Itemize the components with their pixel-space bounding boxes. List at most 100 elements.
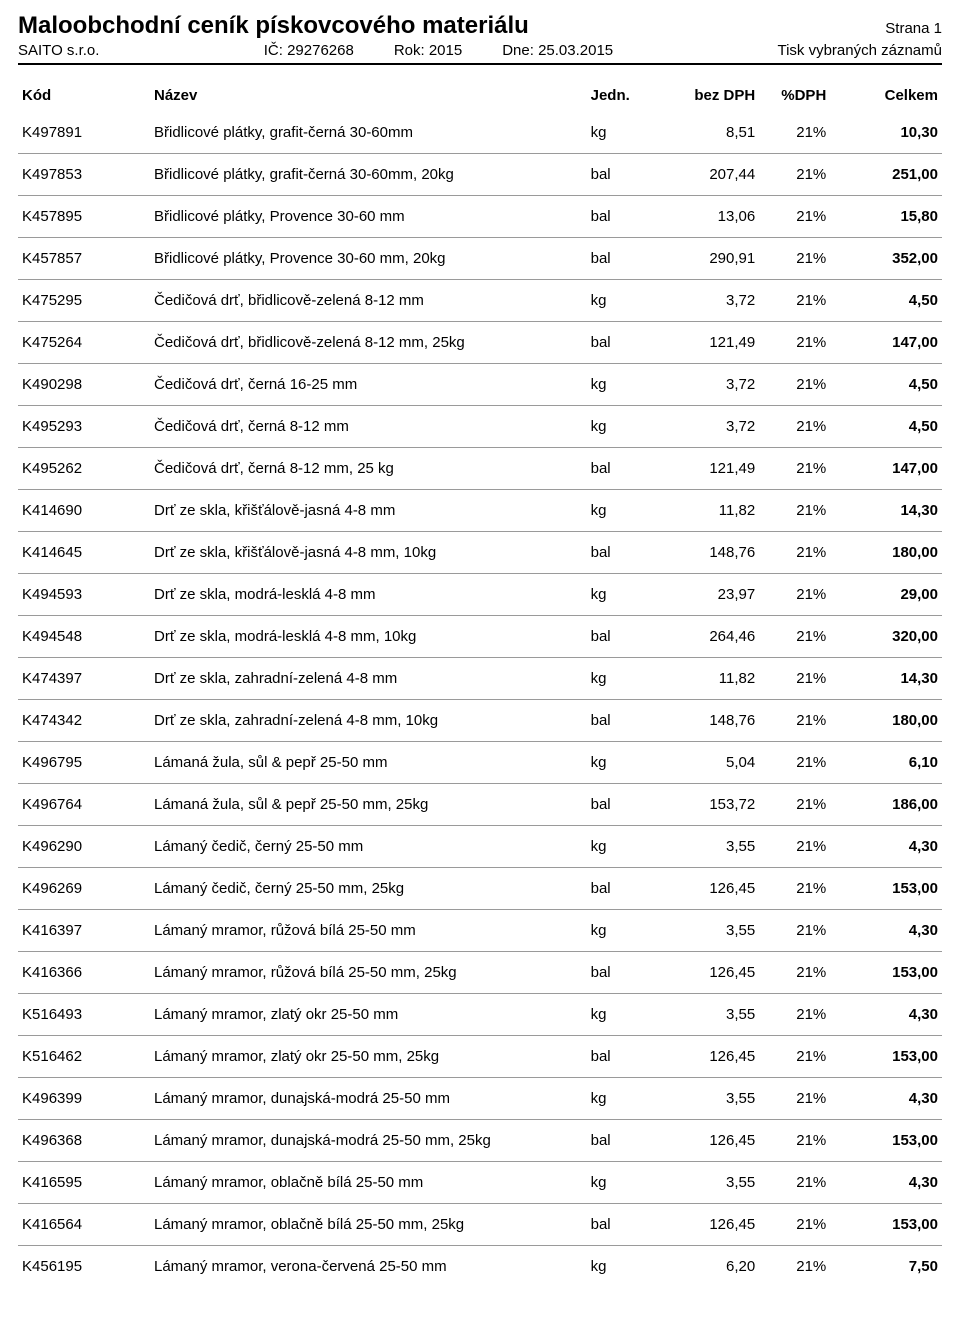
table-row: K495262Čedičová drť, černá 8-12 mm, 25 k… [18,448,942,490]
table-row: K416366Lámaný mramor, růžová bílá 25-50 … [18,952,942,994]
cell-jedn: kg [587,364,648,406]
table-body: K497891Břidlicové plátky, grafit-černá 3… [18,112,942,1287]
cell-nazev: Čedičová drť, černá 8-12 mm [150,406,587,448]
cell-bez: 126,45 [648,868,760,910]
cell-jedn: bal [587,448,648,490]
cell-kod: K456195 [18,1246,150,1288]
cell-nazev: Lámaný mramor, dunajská-modrá 25-50 mm, … [150,1120,587,1162]
cell-kod: K416397 [18,910,150,952]
cell-bez: 3,55 [648,826,760,868]
cell-bez: 126,45 [648,1120,760,1162]
cell-dph: 21% [759,658,830,700]
col-header-bez: bez DPH [648,77,760,112]
cell-kod: K496399 [18,1078,150,1120]
table-row: K496764Lámaná žula, sůl & pepř 25-50 mm,… [18,784,942,826]
cell-jedn: kg [587,658,648,700]
cell-nazev: Břidlicové plátky, Provence 30-60 mm [150,196,587,238]
cell-nazev: Lámaný mramor, zlatý okr 25-50 mm, 25kg [150,1036,587,1078]
cell-kod: K475264 [18,322,150,364]
cell-bez: 207,44 [648,154,760,196]
col-header-celkem: Celkem [830,77,942,112]
cell-celkem: 251,00 [830,154,942,196]
cell-bez: 3,72 [648,364,760,406]
cell-celkem: 14,30 [830,658,942,700]
cell-celkem: 14,30 [830,490,942,532]
cell-dph: 21% [759,616,830,658]
cell-kod: K495262 [18,448,150,490]
cell-kod: K494548 [18,616,150,658]
company-name: SAITO s.r.o. [18,42,99,59]
cell-dph: 21% [759,994,830,1036]
cell-jedn: kg [587,742,648,784]
cell-dph: 21% [759,868,830,910]
table-row: K416564Lámaný mramor, oblačně bílá 25-50… [18,1204,942,1246]
cell-bez: 3,55 [648,994,760,1036]
table-row: K474397Drť ze skla, zahradní-zelená 4-8 … [18,658,942,700]
cell-bez: 3,72 [648,406,760,448]
cell-dph: 21% [759,196,830,238]
table-row: K496290Lámaný čedič, černý 25-50 mmkg3,5… [18,826,942,868]
table-row: K414690Drť ze skla, křišťálově-jasná 4-8… [18,490,942,532]
cell-dph: 21% [759,1162,830,1204]
cell-nazev: Čedičová drť, břidlicově-zelená 8-12 mm [150,280,587,322]
cell-bez: 148,76 [648,532,760,574]
cell-jedn: kg [587,574,648,616]
page: Maloobchodní ceník pískovcového materiál… [0,0,960,1307]
cell-nazev: Břidlicové plátky, grafit-černá 30-60mm,… [150,154,587,196]
cell-bez: 148,76 [648,700,760,742]
col-header-dph: %DPH [759,77,830,112]
cell-dph: 21% [759,532,830,574]
cell-jedn: bal [587,154,648,196]
cell-dph: 21% [759,826,830,868]
cell-celkem: 4,30 [830,994,942,1036]
cell-kod: K414645 [18,532,150,574]
cell-celkem: 153,00 [830,1120,942,1162]
cell-dph: 21% [759,700,830,742]
cell-nazev: Čedičová drť, břidlicově-zelená 8-12 mm,… [150,322,587,364]
cell-kod: K496269 [18,868,150,910]
cell-jedn: kg [587,112,648,154]
cell-dph: 21% [759,364,830,406]
cell-celkem: 153,00 [830,1036,942,1078]
cell-kod: K416366 [18,952,150,994]
cell-jedn: bal [587,784,648,826]
cell-nazev: Lámaný mramor, růžová bílá 25-50 mm [150,910,587,952]
date-label: Dne: 25.03.2015 [502,42,613,59]
table-row: K475295Čedičová drť, břidlicově-zelená 8… [18,280,942,322]
price-table: Kód Název Jedn. bez DPH %DPH Celkem K497… [18,77,942,1287]
cell-dph: 21% [759,1204,830,1246]
table-row: K496368Lámaný mramor, dunajská-modrá 25-… [18,1120,942,1162]
cell-jedn: kg [587,490,648,532]
cell-celkem: 15,80 [830,196,942,238]
table-row: K496269Lámaný čedič, černý 25-50 mm, 25k… [18,868,942,910]
cell-kod: K416595 [18,1162,150,1204]
cell-dph: 21% [759,322,830,364]
cell-celkem: 4,30 [830,1162,942,1204]
cell-dph: 21% [759,1036,830,1078]
cell-celkem: 7,50 [830,1246,942,1288]
cell-jedn: bal [587,1120,648,1162]
cell-nazev: Drť ze skla, křišťálově-jasná 4-8 mm [150,490,587,532]
table-row: K496795Lámaná žula, sůl & pepř 25-50 mmk… [18,742,942,784]
cell-jedn: bal [587,196,648,238]
cell-celkem: 29,00 [830,574,942,616]
table-row: K495293Čedičová drť, černá 8-12 mmkg3,72… [18,406,942,448]
cell-dph: 21% [759,910,830,952]
cell-celkem: 180,00 [830,700,942,742]
cell-kod: K494593 [18,574,150,616]
cell-kod: K497891 [18,112,150,154]
cell-jedn: kg [587,280,648,322]
header-rule [18,63,942,65]
cell-kod: K496368 [18,1120,150,1162]
cell-celkem: 180,00 [830,532,942,574]
table-row: K497891Břidlicové plátky, grafit-černá 3… [18,112,942,154]
cell-nazev: Drť ze skla, modrá-lesklá 4-8 mm [150,574,587,616]
table-row: K490298Čedičová drť, černá 16-25 mmkg3,7… [18,364,942,406]
cell-bez: 11,82 [648,658,760,700]
cell-dph: 21% [759,112,830,154]
page-number: Strana 1 [885,20,942,37]
table-row: K494548Drť ze skla, modrá-lesklá 4-8 mm,… [18,616,942,658]
cell-bez: 126,45 [648,1036,760,1078]
cell-dph: 21% [759,1120,830,1162]
cell-jedn: bal [587,616,648,658]
